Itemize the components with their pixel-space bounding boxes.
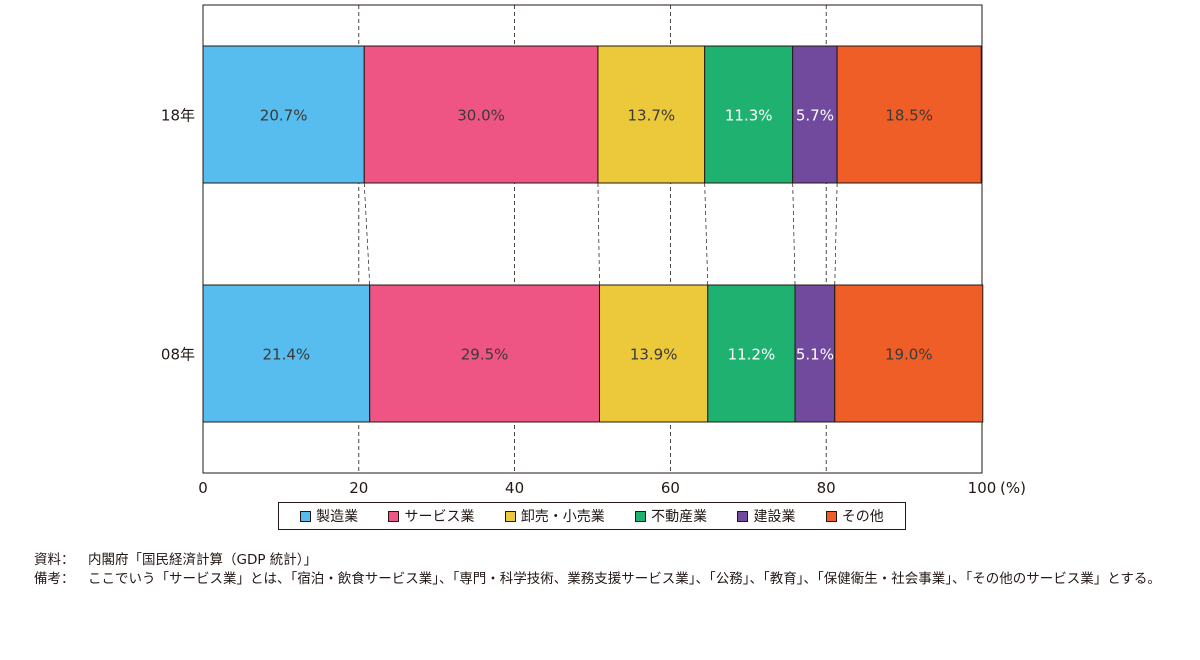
- legend-label: 不動産業: [651, 509, 708, 525]
- stacked-bar-chart: 20.7% 30.0% 13.7% 11.3% 5.7% 18.5% 18年 21.4% 29.…: [161, 4, 1026, 497]
- data-label: 19.0%: [885, 346, 933, 364]
- x-tick-label: 0: [198, 479, 208, 497]
- legend-swatch: [825, 510, 837, 522]
- x-tick-label: 60: [661, 479, 680, 497]
- bar-segment: [597, 45, 706, 184]
- x-tick-label: 80: [817, 479, 836, 497]
- bar-segment: [794, 284, 836, 423]
- bar-segment: [834, 284, 984, 423]
- bar-segment: [704, 45, 794, 184]
- data-label: 21.4%: [263, 346, 311, 364]
- bar-segment: [202, 45, 365, 184]
- legend-swatch: [300, 510, 312, 522]
- bar-segment: [707, 284, 796, 423]
- bar-segment: [836, 45, 982, 184]
- bar-segment: [202, 284, 371, 423]
- connector-line: [704, 182, 709, 286]
- x-tick-label: 100: [968, 479, 997, 497]
- data-label: 11.2%: [728, 346, 776, 364]
- legend-item: 不動産業: [635, 506, 707, 526]
- legend-swatch: [737, 510, 749, 522]
- source-text: 内閣府「国民経済計算（GDP 統計）」: [88, 552, 318, 568]
- connector-line: [834, 182, 838, 286]
- bar-segment: [792, 45, 838, 184]
- data-label: 13.9%: [630, 346, 678, 364]
- x-tick-label: 40: [505, 479, 524, 497]
- legend-label: 建設業: [753, 509, 796, 525]
- data-label: 20.7%: [260, 107, 308, 125]
- data-label: 30.0%: [457, 107, 505, 125]
- legend-label: 製造業: [316, 509, 359, 525]
- chart-legend: 製造業 サービス業 卸売・小売業 不動産業 建設業 その他: [278, 502, 906, 530]
- notes: 資料： 内閣府「国民経済計算（GDP 統計）」 備考： ここでいう「サービス業」…: [34, 551, 1184, 589]
- legend-item: その他: [825, 506, 884, 526]
- legend-item: 製造業: [300, 506, 358, 526]
- legend-label: 卸売・小売業: [520, 509, 605, 525]
- category-label: 08年: [161, 346, 195, 364]
- x-unit-label: (%): [1000, 479, 1026, 497]
- legend-label: サービス業: [404, 509, 475, 525]
- data-label: 5.7%: [796, 107, 834, 125]
- bar-segment: [599, 284, 709, 423]
- legend-item: サービス業: [388, 506, 474, 526]
- legend-item: 建設業: [737, 506, 795, 526]
- source-note: 資料： 内閣府「国民経済計算（GDP 統計）」: [34, 551, 1184, 570]
- bar-segment: [369, 284, 601, 423]
- source-label: 資料：: [34, 552, 75, 568]
- remarks-note: 備考： ここでいう「サービス業」とは、「宿泊・飲食サービス業」、「専門・科学技術…: [34, 570, 1184, 589]
- data-label: 29.5%: [461, 346, 509, 364]
- connector-line: [792, 182, 796, 286]
- data-label: 5.1%: [796, 346, 834, 364]
- legend-swatch: [388, 510, 400, 522]
- bar-segment: [363, 45, 599, 184]
- legend-swatch: [504, 510, 516, 522]
- legend-item: 卸売・小売業: [504, 506, 605, 526]
- legend-label: その他: [841, 509, 884, 525]
- remarks-label: 備考：: [34, 571, 75, 587]
- x-tick-label: 20: [349, 479, 368, 497]
- category-label: 18年: [161, 107, 195, 125]
- data-label: 13.7%: [627, 107, 675, 125]
- connector-line: [363, 182, 371, 286]
- data-label: 11.3%: [725, 107, 773, 125]
- legend-swatch: [635, 510, 647, 522]
- data-label: 18.5%: [885, 107, 933, 125]
- remarks-text: ここでいう「サービス業」とは、「宿泊・飲食サービス業」、「専門・科学技術、業務支…: [88, 571, 1161, 587]
- connector-line: [597, 182, 600, 286]
